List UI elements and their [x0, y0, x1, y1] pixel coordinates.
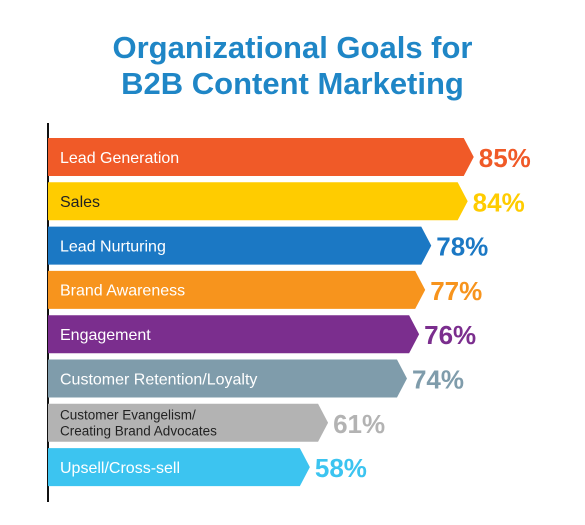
bar — [48, 138, 474, 176]
value-label: 74% — [412, 365, 464, 395]
value-label: 61% — [333, 409, 385, 439]
value-label: 77% — [430, 276, 482, 306]
bar — [48, 403, 329, 442]
bar — [48, 359, 407, 398]
category-label: Upsell/Cross-sell — [60, 460, 180, 477]
bar — [48, 226, 432, 265]
value-label: 78% — [436, 232, 488, 262]
chart-title-line-1: Organizational Goals for — [112, 30, 473, 65]
category-label: Customer Evangelism/Creating Brand Advoc… — [60, 408, 217, 439]
value-label: 85% — [479, 143, 531, 173]
category-label: Customer Retention/Loyalty — [60, 371, 257, 388]
bar — [48, 315, 420, 354]
category-label: Engagement — [60, 327, 151, 344]
category-label: Lead Nurturing — [60, 238, 166, 255]
category-label: Sales — [60, 194, 100, 211]
value-label: 58% — [315, 453, 367, 483]
category-label: Brand Awareness — [60, 283, 185, 300]
value-label: 76% — [424, 320, 476, 350]
bar — [48, 448, 310, 487]
value-label: 84% — [473, 187, 525, 217]
chart-title-line-2: B2B Content Marketing — [121, 66, 464, 101]
bar — [48, 270, 426, 309]
bar — [48, 182, 468, 221]
category-label: Lead Generation — [60, 150, 179, 167]
